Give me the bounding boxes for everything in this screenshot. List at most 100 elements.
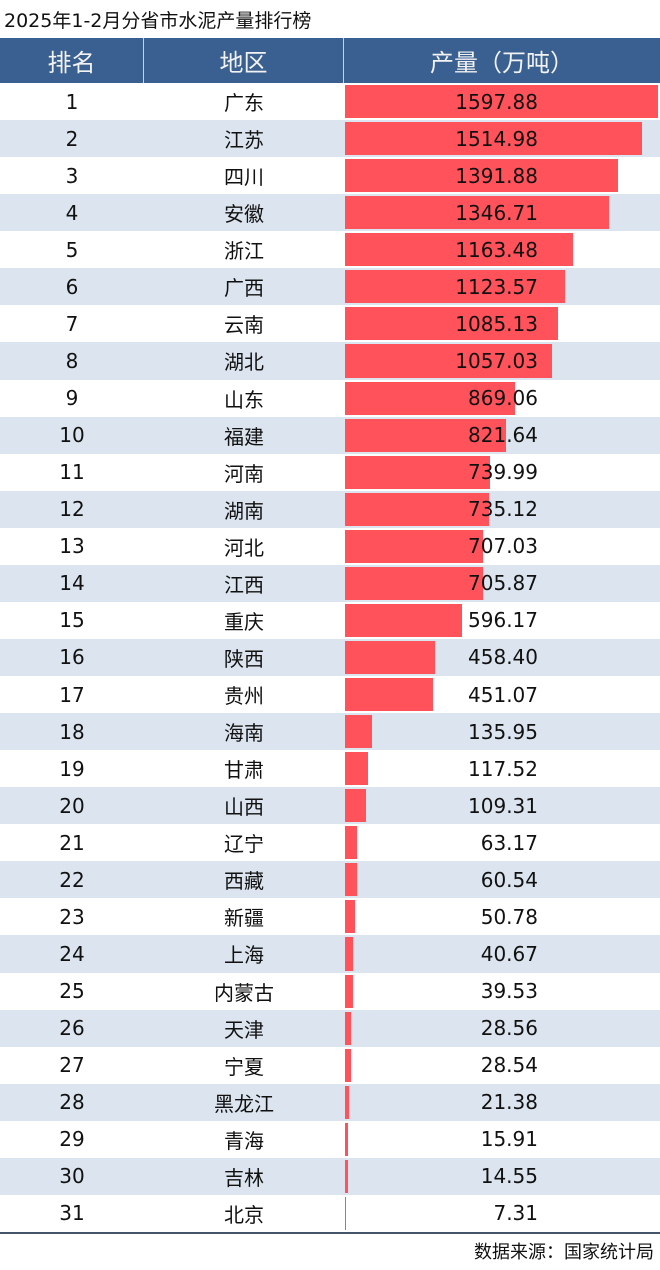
table-header: 排名 地区 产量（万吨） (0, 38, 660, 83)
production-bar (345, 455, 490, 489)
rank-cell: 23 (59, 904, 85, 929)
production-cell: 735.12 (344, 491, 660, 528)
production-bar (345, 233, 573, 267)
production-bar (345, 789, 367, 823)
region-cell: 湖南 (224, 498, 264, 523)
rank-cell: 12 (59, 497, 85, 522)
production-value: 451.07 (468, 682, 538, 707)
production-value: 135.95 (468, 719, 538, 744)
region-cell: 四川 (224, 165, 264, 190)
table-row: 28 黑龙江 21.38 (0, 1083, 660, 1121)
table-row: 6 广西 1123.57 (0, 268, 660, 306)
rank-cell: 31 (59, 1201, 85, 1226)
production-value: 40.67 (480, 941, 538, 966)
table-row: 27 宁夏 28.54 (0, 1047, 660, 1084)
production-cell: 109.31 (344, 787, 660, 824)
production-value: 1597.88 (455, 89, 538, 114)
production-value: 1085.13 (455, 311, 538, 336)
production-value: 821.64 (468, 423, 538, 448)
production-value: 7.31 (493, 1201, 538, 1226)
production-cell: 39.53 (344, 973, 660, 1010)
region-cell: 山东 (224, 387, 264, 412)
production-value: 63.17 (480, 830, 538, 855)
rank-cell: 20 (59, 793, 85, 818)
table-row: 1 广东 1597.88 (0, 83, 660, 120)
production-cell: 458.40 (344, 639, 660, 676)
production-cell: 451.07 (344, 676, 660, 713)
table-row: 18 海南 135.95 (0, 713, 660, 751)
production-cell: 705.87 (344, 565, 660, 602)
region-cell: 重庆 (224, 609, 264, 634)
production-cell: 7.31 (344, 1195, 660, 1232)
region-cell: 江西 (224, 572, 264, 597)
production-bar (345, 122, 642, 156)
region-cell: 河北 (224, 535, 264, 560)
production-value: 1163.48 (455, 237, 538, 262)
table-row: 21 辽宁 63.17 (0, 824, 660, 861)
production-cell: 63.17 (344, 824, 660, 861)
production-bar (345, 974, 353, 1008)
table-row: 25 内蒙古 39.53 (0, 973, 660, 1010)
production-cell: 1346.71 (344, 194, 660, 231)
production-cell: 707.03 (344, 528, 660, 565)
region-cell: 宁夏 (224, 1054, 264, 1079)
production-value: 735.12 (468, 497, 538, 522)
production-value: 707.03 (468, 534, 538, 559)
table-row: 29 青海 15.91 (0, 1121, 660, 1158)
region-cell: 河南 (224, 461, 264, 486)
region-cell: 贵州 (224, 684, 264, 709)
region-cell: 海南 (224, 721, 264, 746)
table-row: 4 安徽 1346.71 (0, 194, 660, 232)
rank-cell: 5 (65, 237, 79, 262)
production-cell: 21.38 (344, 1084, 660, 1121)
production-bar (345, 678, 434, 712)
rank-cell: 11 (59, 460, 85, 485)
production-bar (345, 826, 358, 860)
table-row: 2 江苏 1514.98 (0, 120, 660, 158)
data-source: 数据来源：国家统计局 (474, 1242, 654, 1263)
rank-cell: 2 (65, 126, 79, 151)
table-row: 13 河北 707.03 (0, 528, 660, 565)
rank-cell: 24 (59, 941, 85, 966)
bottom-divider (0, 1231, 660, 1234)
table-row: 19 甘肃 117.52 (0, 750, 660, 787)
table-row: 31 北京 7.31 (0, 1195, 660, 1232)
production-bar (345, 1085, 350, 1119)
table-row: 24 上海 40.67 (0, 935, 660, 973)
production-cell: 14.55 (344, 1158, 660, 1195)
table-row: 12 湖南 735.12 (0, 490, 660, 528)
region-cell: 西藏 (224, 869, 264, 894)
production-cell: 50.78 (344, 898, 660, 935)
production-value: 14.55 (480, 1164, 538, 1189)
table-row: 7 云南 1085.13 (0, 305, 660, 342)
region-cell: 湖北 (224, 350, 264, 375)
rank-cell: 30 (59, 1164, 85, 1189)
rank-cell: 13 (59, 534, 85, 559)
rank-cell: 15 (59, 608, 85, 633)
production-value: 1057.03 (455, 348, 538, 373)
production-cell: 1163.48 (344, 231, 660, 268)
region-cell: 福建 (224, 424, 264, 449)
production-bar (345, 566, 484, 600)
production-cell: 1391.88 (344, 157, 660, 194)
production-cell: 1514.98 (344, 120, 660, 157)
rank-cell: 16 (59, 645, 85, 670)
production-value: 705.87 (468, 571, 538, 596)
chart-title: 2025年1-2月分省市水泥产量排行榜 (4, 10, 312, 32)
production-value: 15.91 (480, 1127, 538, 1152)
production-value: 1123.57 (455, 274, 538, 299)
table-row: 22 西藏 60.54 (0, 861, 660, 899)
production-bar (345, 1122, 349, 1156)
rank-cell: 6 (65, 274, 79, 299)
production-value: 28.54 (480, 1053, 538, 1078)
rank-cell: 26 (59, 1016, 85, 1041)
production-value: 1346.71 (455, 200, 538, 225)
rank-cell: 10 (59, 423, 85, 448)
production-value: 458.40 (468, 645, 538, 670)
production-cell: 135.95 (344, 713, 660, 750)
rank-cell: 3 (65, 163, 79, 188)
production-value: 1514.98 (455, 126, 538, 151)
production-value: 1391.88 (455, 163, 538, 188)
production-cell: 40.67 (344, 935, 660, 972)
production-bar (345, 715, 372, 749)
